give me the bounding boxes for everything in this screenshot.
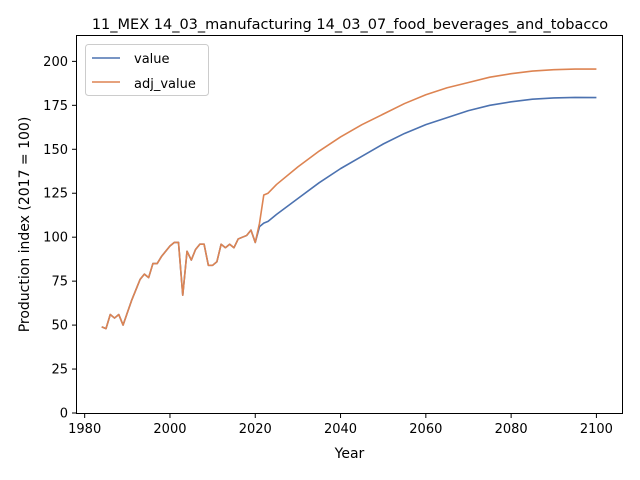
y-tick-label: 50	[51, 319, 68, 334]
x-tick-label: 2060	[409, 422, 442, 437]
x-tick-label: 2040	[324, 422, 357, 437]
y-tick-label: 125	[43, 187, 68, 202]
y-axis: 0 25 50 75 100 125 150 175 200	[43, 55, 77, 422]
y-tick-label: 200	[43, 55, 68, 70]
plot-area	[101, 68, 597, 330]
plot-frame	[76, 35, 623, 414]
x-tick-label: 2100	[580, 422, 613, 437]
y-tick-label: 175	[43, 99, 68, 114]
x-axis: 1980 2000 2020 2040 2060 2080 2100	[68, 413, 613, 437]
x-tick-label: 2000	[153, 422, 186, 437]
x-tick-label: 2080	[495, 422, 528, 437]
y-tick-label: 0	[60, 407, 68, 422]
y-tick-label: 150	[43, 143, 68, 158]
series-line-adj-value	[101, 68, 597, 330]
y-tick-label: 100	[43, 231, 68, 246]
x-tick-label: 1980	[68, 422, 101, 437]
x-axis-label: Year	[334, 446, 365, 462]
y-tick-label: 75	[51, 275, 68, 290]
legend: value adj_value	[85, 44, 209, 96]
legend-label-adj-value: adj_value	[134, 77, 196, 92]
legend-label-value: value	[134, 52, 170, 67]
chart-title: 11_MEX 14_03_manufacturing 14_03_07_food…	[92, 17, 608, 33]
y-axis-label: Production index (2017 = 100)	[17, 117, 33, 333]
x-tick-label: 2020	[239, 422, 272, 437]
y-tick-label: 25	[51, 363, 68, 378]
